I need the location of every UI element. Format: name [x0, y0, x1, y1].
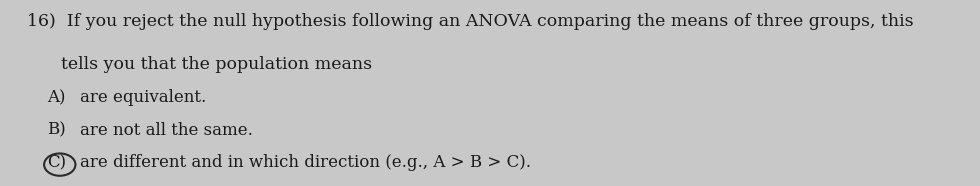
- Text: 16)  If you reject the null hypothesis following an ANOVA comparing the means of: 16) If you reject the null hypothesis fo…: [27, 13, 914, 30]
- Text: B): B): [47, 122, 66, 139]
- Text: C): C): [47, 154, 67, 171]
- Text: are equivalent.: are equivalent.: [80, 89, 207, 106]
- Text: are not all the same.: are not all the same.: [80, 122, 253, 139]
- Text: tells you that the population means: tells you that the population means: [61, 56, 371, 73]
- Text: A): A): [47, 89, 66, 106]
- Text: are different and in which direction (e.g., A > B > C).: are different and in which direction (e.…: [80, 154, 531, 171]
